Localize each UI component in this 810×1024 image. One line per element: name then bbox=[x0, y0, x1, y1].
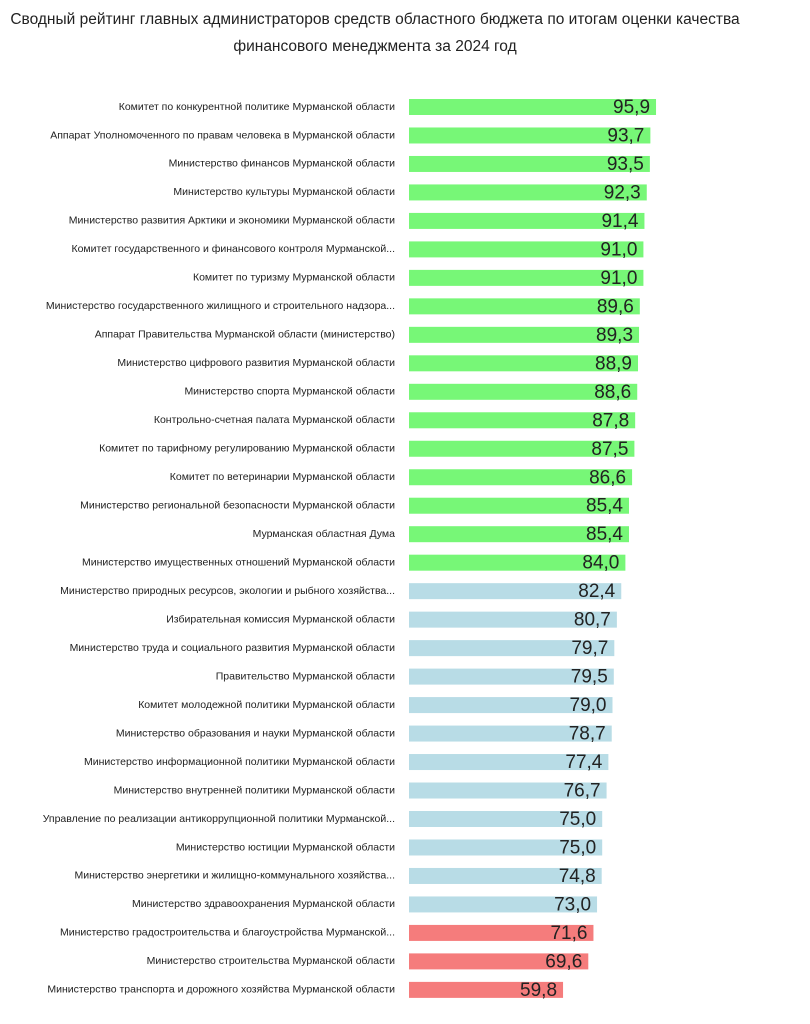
value-label: 74,8 bbox=[559, 866, 596, 887]
bar bbox=[409, 155, 650, 172]
value-label: 92,3 bbox=[604, 182, 641, 203]
bar bbox=[409, 127, 651, 144]
category-label: Министерство здравоохранения Мурманской … bbox=[132, 898, 395, 910]
category-label: Министерство транспорта и дорожного хозя… bbox=[47, 984, 395, 996]
value-label: 88,6 bbox=[594, 382, 631, 403]
category-label: Аппарат Уполномоченного по правам челове… bbox=[50, 129, 395, 141]
value-label: 80,7 bbox=[574, 610, 611, 631]
chart-title: финансового менеджмента за 2024 год bbox=[233, 38, 516, 55]
value-label: 84,0 bbox=[582, 553, 619, 574]
bar bbox=[409, 924, 594, 941]
category-label: Мурманская областная Дума bbox=[253, 528, 396, 540]
category-label: Контрольно-счетная палата Мурманской обл… bbox=[154, 414, 395, 426]
category-label: Правительство Мурманской области bbox=[216, 670, 395, 682]
category-label: Министерство труда и социального развити… bbox=[70, 642, 396, 654]
value-label: 93,7 bbox=[607, 125, 644, 146]
value-label: 69,6 bbox=[545, 951, 582, 972]
category-label: Министерство региональной безопасности М… bbox=[80, 500, 395, 512]
value-label: 91,0 bbox=[600, 268, 637, 289]
bar bbox=[409, 184, 647, 201]
bar bbox=[409, 839, 603, 856]
category-label: Министерство государственного жилищного … bbox=[46, 300, 395, 312]
category-label: Министерство образования и науки Мурманс… bbox=[116, 727, 395, 739]
category-label: Министерство культуры Мурманской области bbox=[173, 186, 395, 198]
category-label: Министерство развития Арктики и экономик… bbox=[69, 215, 395, 227]
category-label: Комитет по ветеринарии Мурманской област… bbox=[170, 471, 395, 483]
bar bbox=[409, 611, 617, 628]
category-label: Министерство цифрового развития Мурманск… bbox=[117, 357, 395, 369]
category-label: Управление по реализации антикоррупционн… bbox=[43, 813, 395, 825]
bar bbox=[409, 269, 644, 286]
bar bbox=[409, 298, 640, 315]
bar bbox=[409, 953, 589, 970]
value-label: 85,4 bbox=[586, 524, 623, 545]
bar bbox=[409, 867, 602, 884]
bar bbox=[409, 554, 626, 571]
bar bbox=[409, 583, 622, 600]
value-label: 85,4 bbox=[586, 496, 623, 517]
value-label: 59,8 bbox=[520, 980, 557, 1001]
category-label: Министерство имущественных отношений Мур… bbox=[82, 556, 395, 568]
bar bbox=[409, 412, 636, 429]
chart-title: Сводный рейтинг главных администраторов … bbox=[10, 11, 740, 28]
bar bbox=[409, 668, 614, 685]
bar bbox=[409, 383, 638, 400]
category-label: Аппарат Правительства Мурманской области… bbox=[95, 329, 395, 341]
value-label: 75,0 bbox=[559, 809, 596, 830]
value-label: 79,0 bbox=[570, 695, 607, 716]
value-label: 91,4 bbox=[601, 211, 638, 232]
value-label: 88,9 bbox=[595, 353, 632, 374]
bar bbox=[409, 640, 615, 657]
value-label: 78,7 bbox=[569, 724, 606, 745]
value-label: 82,4 bbox=[578, 581, 615, 602]
category-label: Комитет по тарифному регулированию Мурма… bbox=[99, 443, 395, 455]
category-label: Комитет государственного и финансового к… bbox=[71, 243, 395, 255]
bar bbox=[409, 241, 644, 258]
value-label: 93,5 bbox=[607, 154, 644, 175]
category-label: Министерство строительства Мурманской об… bbox=[147, 955, 396, 967]
bar bbox=[409, 469, 633, 486]
bar bbox=[409, 212, 645, 229]
category-label: Комитет молодежной политики Мурманской о… bbox=[138, 699, 395, 711]
value-label: 86,6 bbox=[589, 467, 626, 488]
category-label: Министерство спорта Мурманской области bbox=[184, 386, 395, 398]
bar bbox=[409, 782, 607, 799]
bar bbox=[409, 725, 612, 742]
category-label: Комитет по туризму Мурманской области bbox=[193, 272, 395, 284]
category-label: Министерство градостроительства и благоу… bbox=[60, 927, 395, 939]
bar bbox=[409, 896, 598, 913]
value-label: 89,6 bbox=[597, 296, 634, 317]
bar bbox=[409, 440, 635, 457]
bar bbox=[409, 497, 629, 514]
category-label: Министерство энергетики и жилищно-коммун… bbox=[74, 870, 395, 882]
category-label: Комитет по конкурентной политике Мурманс… bbox=[119, 101, 395, 113]
category-label: Избирательная комиссия Мурманской област… bbox=[166, 613, 395, 625]
value-label: 91,0 bbox=[600, 239, 637, 260]
bar bbox=[409, 326, 640, 343]
value-label: 79,7 bbox=[571, 638, 608, 659]
category-label: Министерство внутренней политики Мурманс… bbox=[114, 784, 396, 796]
value-label: 79,5 bbox=[571, 667, 608, 688]
category-label: Министерство юстиции Мурманской области bbox=[176, 841, 395, 853]
value-label: 77,4 bbox=[565, 752, 602, 773]
value-label: 95,9 bbox=[613, 97, 650, 118]
value-label: 87,8 bbox=[592, 410, 629, 431]
value-label: 89,3 bbox=[596, 325, 633, 346]
value-label: 71,6 bbox=[550, 923, 587, 944]
category-label: Министерство информационной политики Мур… bbox=[84, 756, 395, 768]
category-label: Министерство финансов Мурманской области bbox=[169, 158, 396, 170]
bar bbox=[409, 697, 613, 714]
category-label: Министерство природных ресурсов, экологи… bbox=[60, 585, 395, 597]
value-label: 76,7 bbox=[564, 781, 601, 802]
bar bbox=[409, 99, 657, 115]
bar bbox=[409, 811, 603, 827]
value-label: 73,0 bbox=[554, 894, 591, 915]
bar bbox=[409, 754, 609, 771]
bar bbox=[409, 526, 629, 543]
value-label: 75,0 bbox=[559, 837, 596, 858]
bar bbox=[409, 355, 639, 372]
bar bbox=[409, 981, 564, 998]
value-label: 87,5 bbox=[591, 439, 628, 460]
